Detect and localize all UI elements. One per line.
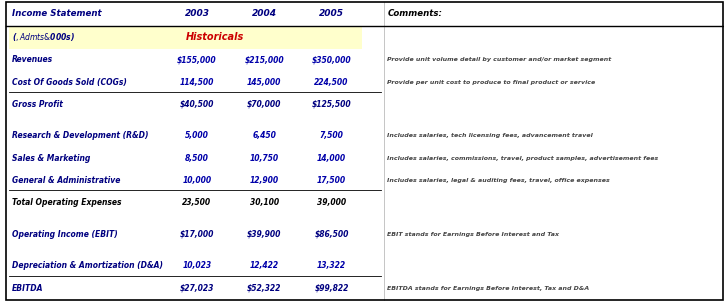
Text: Provide per unit cost to produce to final product or service: Provide per unit cost to produce to fina… — [387, 80, 596, 85]
Text: 12,900: 12,900 — [250, 176, 279, 185]
Text: 13,322: 13,322 — [317, 261, 346, 270]
Text: $350,000: $350,000 — [312, 55, 351, 64]
Text: $86,500: $86,500 — [314, 230, 349, 239]
Text: Includes salaries, tech licensing fees, advancement travel: Includes salaries, tech licensing fees, … — [387, 133, 593, 138]
Text: $27,023: $27,023 — [180, 284, 214, 293]
Text: Includes salaries, commissions, travel, product samples, advertisement fees: Includes salaries, commissions, travel, … — [387, 156, 659, 161]
Text: Includes salaries, legal & auditing fees, travel, office expenses: Includes salaries, legal & auditing fees… — [387, 178, 610, 183]
Text: 114,500: 114,500 — [180, 78, 214, 87]
Text: 8,500: 8,500 — [185, 154, 209, 163]
Text: EBIT stands for Earnings Before Interest and Tax: EBIT stands for Earnings Before Interest… — [387, 232, 560, 237]
Text: EBITDA stands for Earnings Before Interest, Tax and D&A: EBITDA stands for Earnings Before Intere… — [387, 286, 589, 291]
Text: $155,000: $155,000 — [177, 55, 216, 64]
Text: 224,500: 224,500 — [314, 78, 349, 87]
Text: 145,000: 145,000 — [247, 78, 282, 87]
Text: 39,000: 39,000 — [317, 198, 346, 207]
Text: 2003: 2003 — [185, 9, 209, 18]
Text: 30,100: 30,100 — [250, 198, 279, 207]
Text: 5,000: 5,000 — [185, 131, 209, 140]
Text: $99,822: $99,822 — [314, 284, 349, 293]
Text: 23,500: 23,500 — [182, 198, 211, 207]
Text: Total Operating Expenses: Total Operating Expenses — [12, 198, 122, 207]
Text: General & Administrative: General & Administrative — [12, 176, 121, 185]
Text: ($, Admts & $000s): ($, Admts & $000s) — [12, 31, 75, 43]
Text: $215,000: $215,000 — [245, 55, 284, 64]
Text: $39,900: $39,900 — [247, 230, 282, 239]
Text: 2005: 2005 — [319, 9, 344, 18]
Text: Comments:: Comments: — [387, 9, 442, 18]
Text: $17,000: $17,000 — [180, 230, 214, 239]
Bar — [9, 26, 362, 49]
Text: 7,500: 7,500 — [320, 131, 343, 140]
Text: 10,023: 10,023 — [182, 261, 211, 270]
Text: Depreciation & Amortization (D&A): Depreciation & Amortization (D&A) — [12, 261, 164, 270]
Text: Revenues: Revenues — [12, 55, 54, 64]
Text: Historicals: Historicals — [185, 32, 244, 43]
Text: 14,000: 14,000 — [317, 154, 346, 163]
Text: Gross Profit: Gross Profit — [12, 100, 63, 109]
Text: 12,422: 12,422 — [250, 261, 279, 270]
Text: Cost Of Goods Sold (COGs): Cost Of Goods Sold (COGs) — [12, 78, 127, 87]
Text: 10,750: 10,750 — [250, 154, 279, 163]
Text: Operating Income (EBIT): Operating Income (EBIT) — [12, 230, 118, 239]
Text: 2004: 2004 — [252, 9, 277, 18]
Text: 6,450: 6,450 — [253, 131, 276, 140]
Text: $40,500: $40,500 — [180, 100, 214, 109]
Text: Provide unit volume detail by customer and/or market segment: Provide unit volume detail by customer a… — [387, 57, 612, 62]
Text: EBITDA: EBITDA — [12, 284, 44, 293]
Text: 17,500: 17,500 — [317, 176, 346, 185]
Text: 10,000: 10,000 — [182, 176, 211, 185]
Text: $52,322: $52,322 — [247, 284, 282, 293]
Text: Income Statement: Income Statement — [12, 9, 102, 18]
Text: $125,500: $125,500 — [312, 100, 351, 109]
Text: $70,000: $70,000 — [247, 100, 282, 109]
Text: Sales & Marketing: Sales & Marketing — [12, 154, 90, 163]
Text: Research & Development (R&D): Research & Development (R&D) — [12, 131, 149, 140]
